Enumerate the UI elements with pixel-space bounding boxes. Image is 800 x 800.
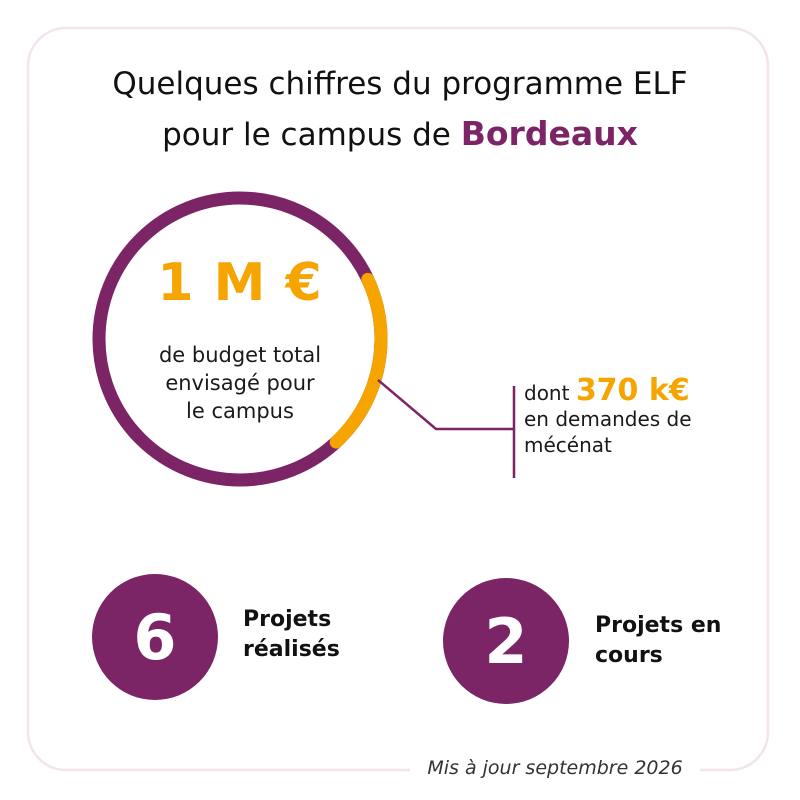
budget-description-line: le campus	[186, 399, 294, 423]
connector-line	[377, 379, 514, 431]
title-prefix: pour le campus de	[162, 117, 461, 153]
sponsorship-prefix: dont	[524, 381, 576, 405]
card-frame	[26, 26, 770, 772]
budget-description-line: de budget total	[158, 343, 322, 367]
stat-label-line: Projets en	[595, 613, 722, 638]
completed-projects-count: 6	[92, 574, 218, 700]
stat-label-line: Projets	[243, 607, 332, 632]
title-line-1: Quelques chiffres du programme ELF	[112, 66, 688, 102]
title-campus-name: Bordeaux	[460, 114, 638, 153]
sponsorship-description-line: en demandes de	[524, 407, 692, 431]
budget-share-arc	[329, 272, 388, 449]
sponsorship-callout: dont 370 k€ en demandes de mécénat	[524, 376, 724, 458]
budget-description: de budget total envisagé pour le campus	[130, 341, 350, 425]
title-line-2: pour le campus de Bordeaux	[0, 112, 800, 157]
budget-total-value: 1 M €	[157, 253, 323, 313]
stat-label-line: réalisés	[243, 637, 340, 662]
sponsorship-line-1: dont 370 k€	[524, 376, 724, 406]
sponsorship-description-line: mécénat	[524, 433, 612, 457]
completed-projects-label: Projets réalisés	[243, 605, 393, 665]
ongoing-projects-count: 2	[443, 578, 569, 704]
stat-label-line: cours	[595, 643, 663, 668]
ongoing-projects-label: Projets en cours	[595, 611, 745, 671]
update-date-note: Mis à jour septembre 2026	[410, 757, 700, 779]
sponsorship-value: 370 k€	[575, 373, 690, 408]
budget-description-line: envisagé pour	[165, 371, 315, 395]
